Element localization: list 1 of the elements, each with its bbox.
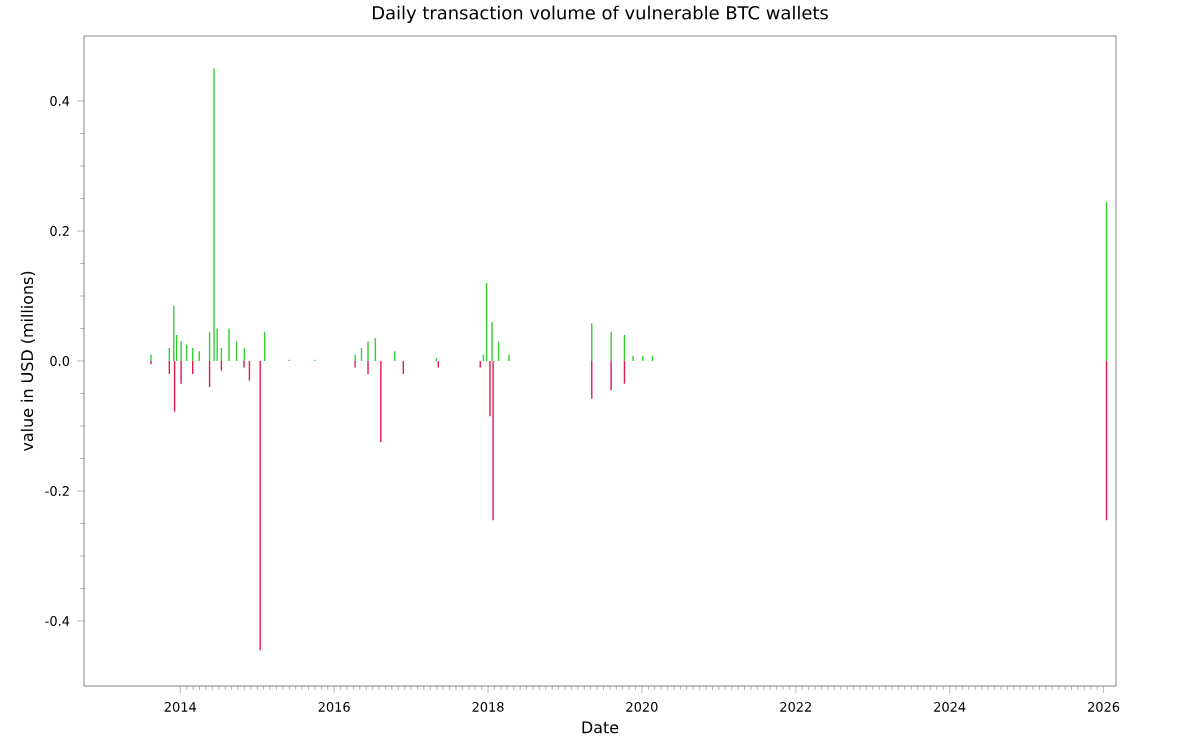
- chart-title: Daily transaction volume of vulnerable BTC wallets: [373, 5, 828, 23]
